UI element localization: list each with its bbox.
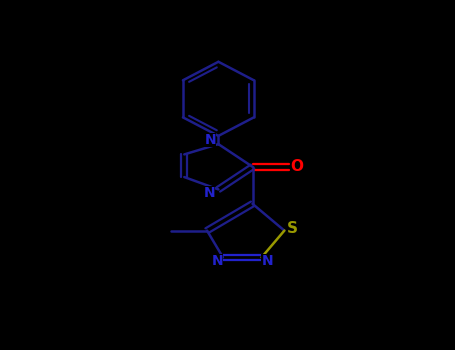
- Text: N: N: [261, 254, 273, 268]
- Text: N: N: [212, 254, 223, 268]
- Text: S: S: [287, 221, 298, 236]
- Text: O: O: [291, 159, 303, 174]
- Text: N: N: [204, 133, 216, 147]
- Text: N: N: [203, 186, 215, 200]
